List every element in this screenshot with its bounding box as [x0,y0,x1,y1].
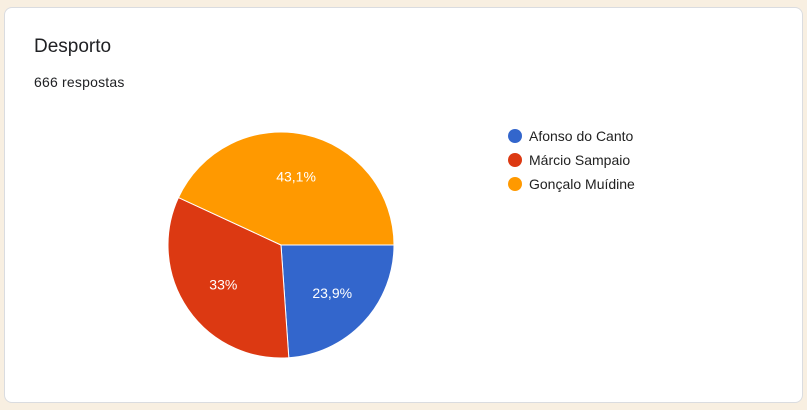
legend-swatch [508,129,522,143]
pie-slice-0[interactable] [280,244,395,359]
legend-label: Gonçalo Muídine [529,176,635,192]
pie-slice-2[interactable] [177,131,395,246]
response-count: 666 respostas [34,74,125,90]
legend-item[interactable]: Márcio Sampaio [508,148,635,172]
pie-slice-1[interactable] [167,196,290,359]
chart-card: Desporto 666 respostas [4,7,803,403]
slice-label-0: 23,9% [312,285,352,301]
question-title: Desporto [34,36,112,57]
legend-swatch [508,177,522,191]
legend-item[interactable]: Afonso do Canto [508,124,635,148]
legend-swatch [508,153,522,167]
slice-label-2: 43,1% [276,169,316,185]
legend-item[interactable]: Gonçalo Muídine [508,172,635,196]
legend-label: Márcio Sampaio [529,152,631,168]
legend-label: Afonso do Canto [529,128,634,144]
legend: Afonso do Canto Márcio Sampaio Gonçalo Muí… [508,124,635,196]
slice-label-1: 33% [209,277,237,293]
